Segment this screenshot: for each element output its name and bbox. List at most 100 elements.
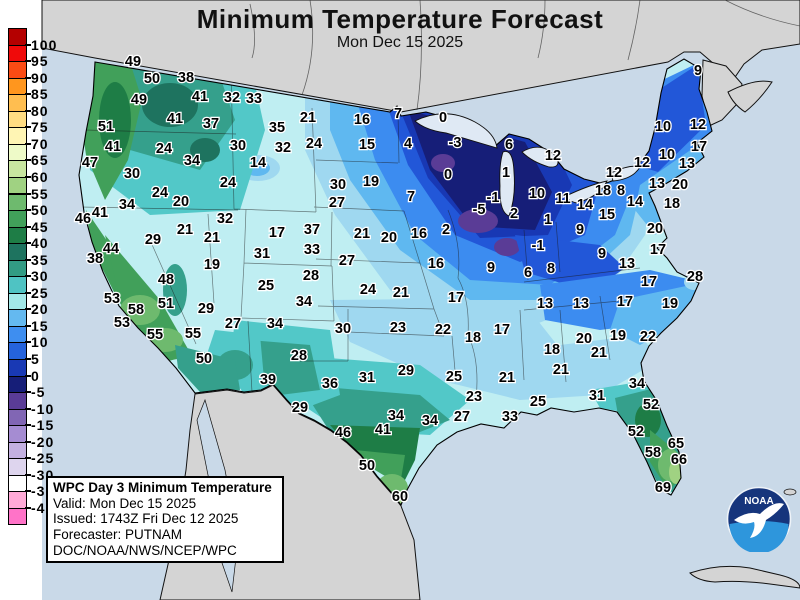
color-scale-tick <box>25 60 31 63</box>
temperature-value: 41 <box>105 139 121 155</box>
temperature-value: 55 <box>147 327 163 343</box>
temperature-value: 12 <box>545 148 561 164</box>
temperature-value: 49 <box>125 54 141 70</box>
temperature-value: 9 <box>694 63 702 79</box>
info-valid: Valid: Mon Dec 15 2025 <box>53 495 197 511</box>
color-scale-label: 45 <box>31 218 49 235</box>
temperature-value: 19 <box>610 328 626 344</box>
temperature-value: 2 <box>510 206 518 222</box>
temperature-value: 20 <box>647 221 663 237</box>
temperature-value: 37 <box>304 222 320 238</box>
color-scale-tick <box>25 506 31 509</box>
temperature-value: 25 <box>530 394 546 410</box>
temperature-value: 53 <box>104 291 120 307</box>
temperature-value: 9 <box>598 246 606 262</box>
info-heading: WPC Day 3 Minimum Temperature <box>53 480 272 495</box>
temperature-value: 12 <box>634 155 650 171</box>
color-scale-tick <box>25 275 31 278</box>
temperature-value: 24 <box>360 282 376 298</box>
temperature-value: -5 <box>473 202 486 218</box>
temperature-value: 25 <box>446 369 462 385</box>
temperature-value: 46 <box>335 425 351 441</box>
noaa-emblem-icon: NOAA <box>726 486 792 554</box>
temperature-value: 69 <box>655 480 671 496</box>
temperature-value: 10 <box>655 119 671 135</box>
temperature-value: 13 <box>649 176 665 192</box>
temperature-value: 41 <box>92 205 108 221</box>
temperature-value: -1 <box>487 190 500 206</box>
temperature-value: 22 <box>435 322 451 338</box>
color-scale-label: -25 <box>31 450 55 467</box>
color-scale-tick <box>25 109 31 112</box>
temperature-value: 10 <box>529 186 545 202</box>
color-scale-tick <box>25 308 31 311</box>
color-scale-label: 30 <box>31 268 49 285</box>
color-scale-label: 10 <box>31 334 49 351</box>
temperature-value: 20 <box>576 331 592 347</box>
temperature-value: 29 <box>398 363 414 379</box>
temperature-value: 34 <box>629 376 645 392</box>
temperature-value: 58 <box>128 302 144 318</box>
temperature-value: 35 <box>269 120 285 136</box>
temperature-value: 21 <box>499 370 515 386</box>
temperature-value: 21 <box>300 110 316 126</box>
temperature-value: 4 <box>404 136 412 152</box>
temperature-value: 0 <box>439 110 447 126</box>
temperature-value: 33 <box>502 409 518 425</box>
temperature-value: 32 <box>275 140 291 156</box>
info-forecaster: Forecaster: PUTNAM <box>53 526 183 542</box>
temperature-value: 31 <box>254 246 270 262</box>
color-scale-label: 100 <box>31 36 58 53</box>
temperature-value: 1 <box>502 165 510 181</box>
temperature-value: 34 <box>267 316 283 332</box>
color-scale-block <box>8 507 27 526</box>
temperature-value: 21 <box>204 230 220 246</box>
info-agency: DOC/NOAA/NWS/NCEP/WPC <box>53 542 237 558</box>
temperature-value: 14 <box>250 155 266 171</box>
temperature-value: 21 <box>354 226 370 242</box>
color-scale-label: 25 <box>31 284 49 301</box>
color-scale-tick <box>25 209 31 212</box>
temperature-value: 27 <box>225 316 241 332</box>
temperature-value: 17 <box>617 294 633 310</box>
color-scale-label: 5 <box>31 351 40 367</box>
color-scale-label: 35 <box>31 251 49 268</box>
bahamas-island <box>783 488 797 496</box>
temperature-value: 9 <box>487 260 495 276</box>
temperature-value: 48 <box>158 272 174 288</box>
color-scale-label: 50 <box>31 202 49 219</box>
temperature-value: 53 <box>114 315 130 331</box>
color-scale-tick <box>25 424 31 427</box>
noaa-logo-text: NOAA <box>744 496 773 507</box>
temperature-value: 17 <box>448 290 464 306</box>
temperature-value: 33 <box>304 242 320 258</box>
temperature-value: 31 <box>359 370 375 386</box>
temperature-value: 19 <box>204 257 220 273</box>
temperature-value: 13 <box>679 156 695 172</box>
color-scale-label: 55 <box>31 185 49 202</box>
color-scale-label: -10 <box>31 400 55 417</box>
temperature-value: 12 <box>606 165 622 181</box>
temperature-value: 27 <box>339 253 355 269</box>
temperature-value: 22 <box>640 329 656 345</box>
temperature-value: 18 <box>595 183 611 199</box>
temperature-value: -1 <box>532 238 545 254</box>
temperature-value: 34 <box>296 294 312 310</box>
temperature-value: 24 <box>152 185 168 201</box>
temperature-value: 34 <box>422 413 438 429</box>
color-scale-tick <box>25 43 31 46</box>
color-scale-tick <box>25 291 31 294</box>
temperature-value: 66 <box>671 452 687 468</box>
temperature-value: 29 <box>145 232 161 248</box>
great-lakes <box>414 113 641 217</box>
temperature-value: 2 <box>442 222 450 238</box>
temperature-value: 50 <box>196 351 212 367</box>
color-scale-tick <box>25 242 31 245</box>
temperature-value: 21 <box>553 362 569 378</box>
temperature-value: 38 <box>178 70 194 86</box>
temperature-value: 24 <box>220 175 236 191</box>
temperature-value: 51 <box>158 296 174 312</box>
temperature-value: 32 <box>224 90 240 106</box>
temperature-value: 55 <box>185 326 201 342</box>
